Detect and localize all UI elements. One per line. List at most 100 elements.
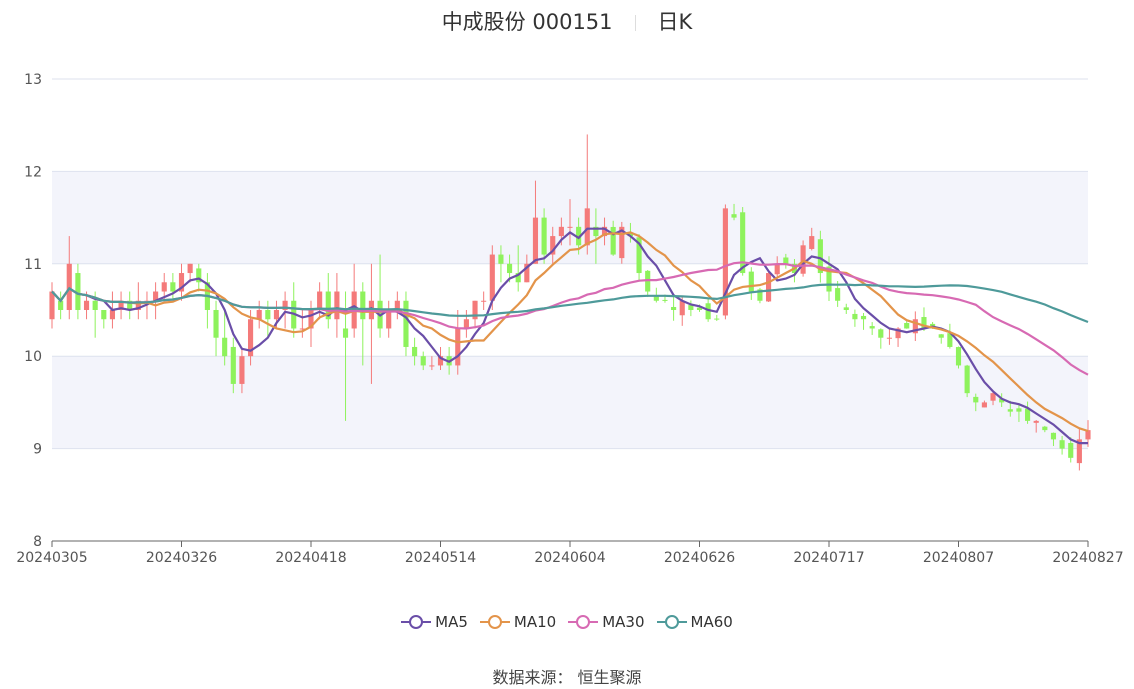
y-tick-label: 9	[33, 442, 42, 458]
ma10-legend-icon	[479, 615, 510, 629]
chart-title: 中成股份 000151 日K	[0, 6, 1134, 36]
candle-body	[938, 334, 944, 338]
legend-label: MA30	[602, 612, 645, 631]
candle-body	[1016, 408, 1022, 412]
candle-body	[386, 310, 392, 329]
candle-body	[999, 398, 1005, 403]
candle-body	[498, 254, 504, 264]
candle-body	[161, 282, 167, 292]
candle-body	[92, 300, 98, 310]
candle-body	[610, 226, 616, 255]
candle-body	[299, 328, 305, 330]
legend: MA5 MA10 MA30 MA60	[0, 612, 1134, 631]
y-tick-label: 12	[24, 164, 42, 180]
x-tick-label: 20240626	[664, 550, 735, 566]
y-tick-label: 8	[33, 534, 42, 550]
candle-body	[904, 322, 910, 329]
candle-body	[878, 329, 884, 338]
candle-body	[973, 396, 979, 403]
candle-body	[852, 313, 858, 320]
candle-body	[394, 300, 400, 310]
legend-item-ma10[interactable]: MA10	[479, 612, 557, 631]
band	[52, 356, 1088, 449]
candle-body	[49, 291, 55, 320]
candle-body	[740, 212, 746, 274]
candle-body	[222, 337, 228, 357]
candle-body	[567, 226, 573, 228]
candle-body	[524, 263, 530, 283]
candle-body	[1024, 408, 1031, 421]
legend-label: MA5	[435, 612, 468, 631]
candle-body	[170, 282, 176, 292]
x-tick-label: 20240326	[146, 550, 217, 566]
candle-body	[817, 239, 823, 274]
candle-body	[515, 273, 521, 283]
candle-body	[757, 289, 763, 301]
legend-item-ma60[interactable]: MA60	[656, 613, 733, 631]
candle-body	[722, 208, 728, 316]
candle-body	[947, 333, 953, 347]
candle-body	[463, 319, 469, 329]
candle-body	[921, 317, 927, 329]
candle-body	[765, 273, 772, 302]
candle-body	[360, 291, 366, 320]
candle-body	[109, 310, 116, 320]
candle-body	[619, 226, 625, 259]
period-label: 日K	[657, 10, 693, 34]
y-tick-label: 13	[24, 72, 42, 88]
legend-label: MA10	[513, 612, 557, 631]
legend-item-ma5[interactable]: MA5	[401, 613, 468, 631]
candle-body	[153, 291, 159, 301]
candle-body	[282, 300, 288, 310]
candle-body	[731, 214, 737, 218]
candle-body	[593, 226, 599, 237]
candle-body	[75, 273, 81, 310]
legend-item-ma30[interactable]: MA30	[568, 612, 645, 631]
data-source: 数据来源： 恒生聚源	[0, 664, 1134, 688]
candle-body	[705, 303, 711, 320]
x-tick-label: 20240305	[16, 550, 87, 566]
candle-body	[317, 291, 323, 310]
candle-body	[1033, 420, 1039, 423]
x-tick-label: 20240827	[1052, 550, 1123, 566]
candle-body	[662, 299, 668, 301]
candle-body	[342, 328, 349, 338]
candle-body	[981, 402, 987, 408]
ma60-line	[51, 283, 1089, 324]
x-tick-label: 20240807	[923, 550, 994, 566]
candle-body	[256, 310, 262, 320]
candle-body	[230, 346, 236, 384]
candle-body	[273, 310, 280, 320]
candle-body	[437, 356, 444, 366]
candle-body	[636, 237, 642, 274]
candle-body	[748, 271, 754, 292]
ma10-line	[51, 231, 1089, 433]
candle-body	[688, 305, 694, 310]
candle-body	[1085, 430, 1091, 440]
candles	[49, 134, 1091, 471]
candle-body	[1007, 409, 1013, 412]
candle-body	[696, 307, 703, 310]
candle-body	[455, 328, 461, 366]
ma5-line	[51, 227, 1088, 445]
candle-body	[800, 245, 806, 274]
moving-average-lines	[51, 227, 1089, 445]
candle-body	[576, 226, 582, 246]
candle-body	[412, 346, 418, 357]
ma5-legend-icon	[401, 615, 432, 629]
candle-body	[308, 310, 314, 329]
candle-body	[895, 328, 901, 339]
candle-body	[127, 300, 133, 310]
candle-body	[584, 208, 590, 246]
candle-body	[1059, 440, 1065, 449]
candle-body	[835, 288, 841, 301]
candle-body	[334, 291, 340, 320]
candle-body	[135, 300, 141, 310]
source-name: 恒生聚源	[577, 668, 642, 687]
source-label: 数据来源：	[492, 668, 573, 687]
candle-body	[869, 326, 875, 329]
stock-name: 中成股份 000151	[441, 10, 613, 34]
candle-body	[118, 300, 124, 310]
candle-body	[627, 232, 634, 237]
candle-body	[83, 300, 90, 310]
